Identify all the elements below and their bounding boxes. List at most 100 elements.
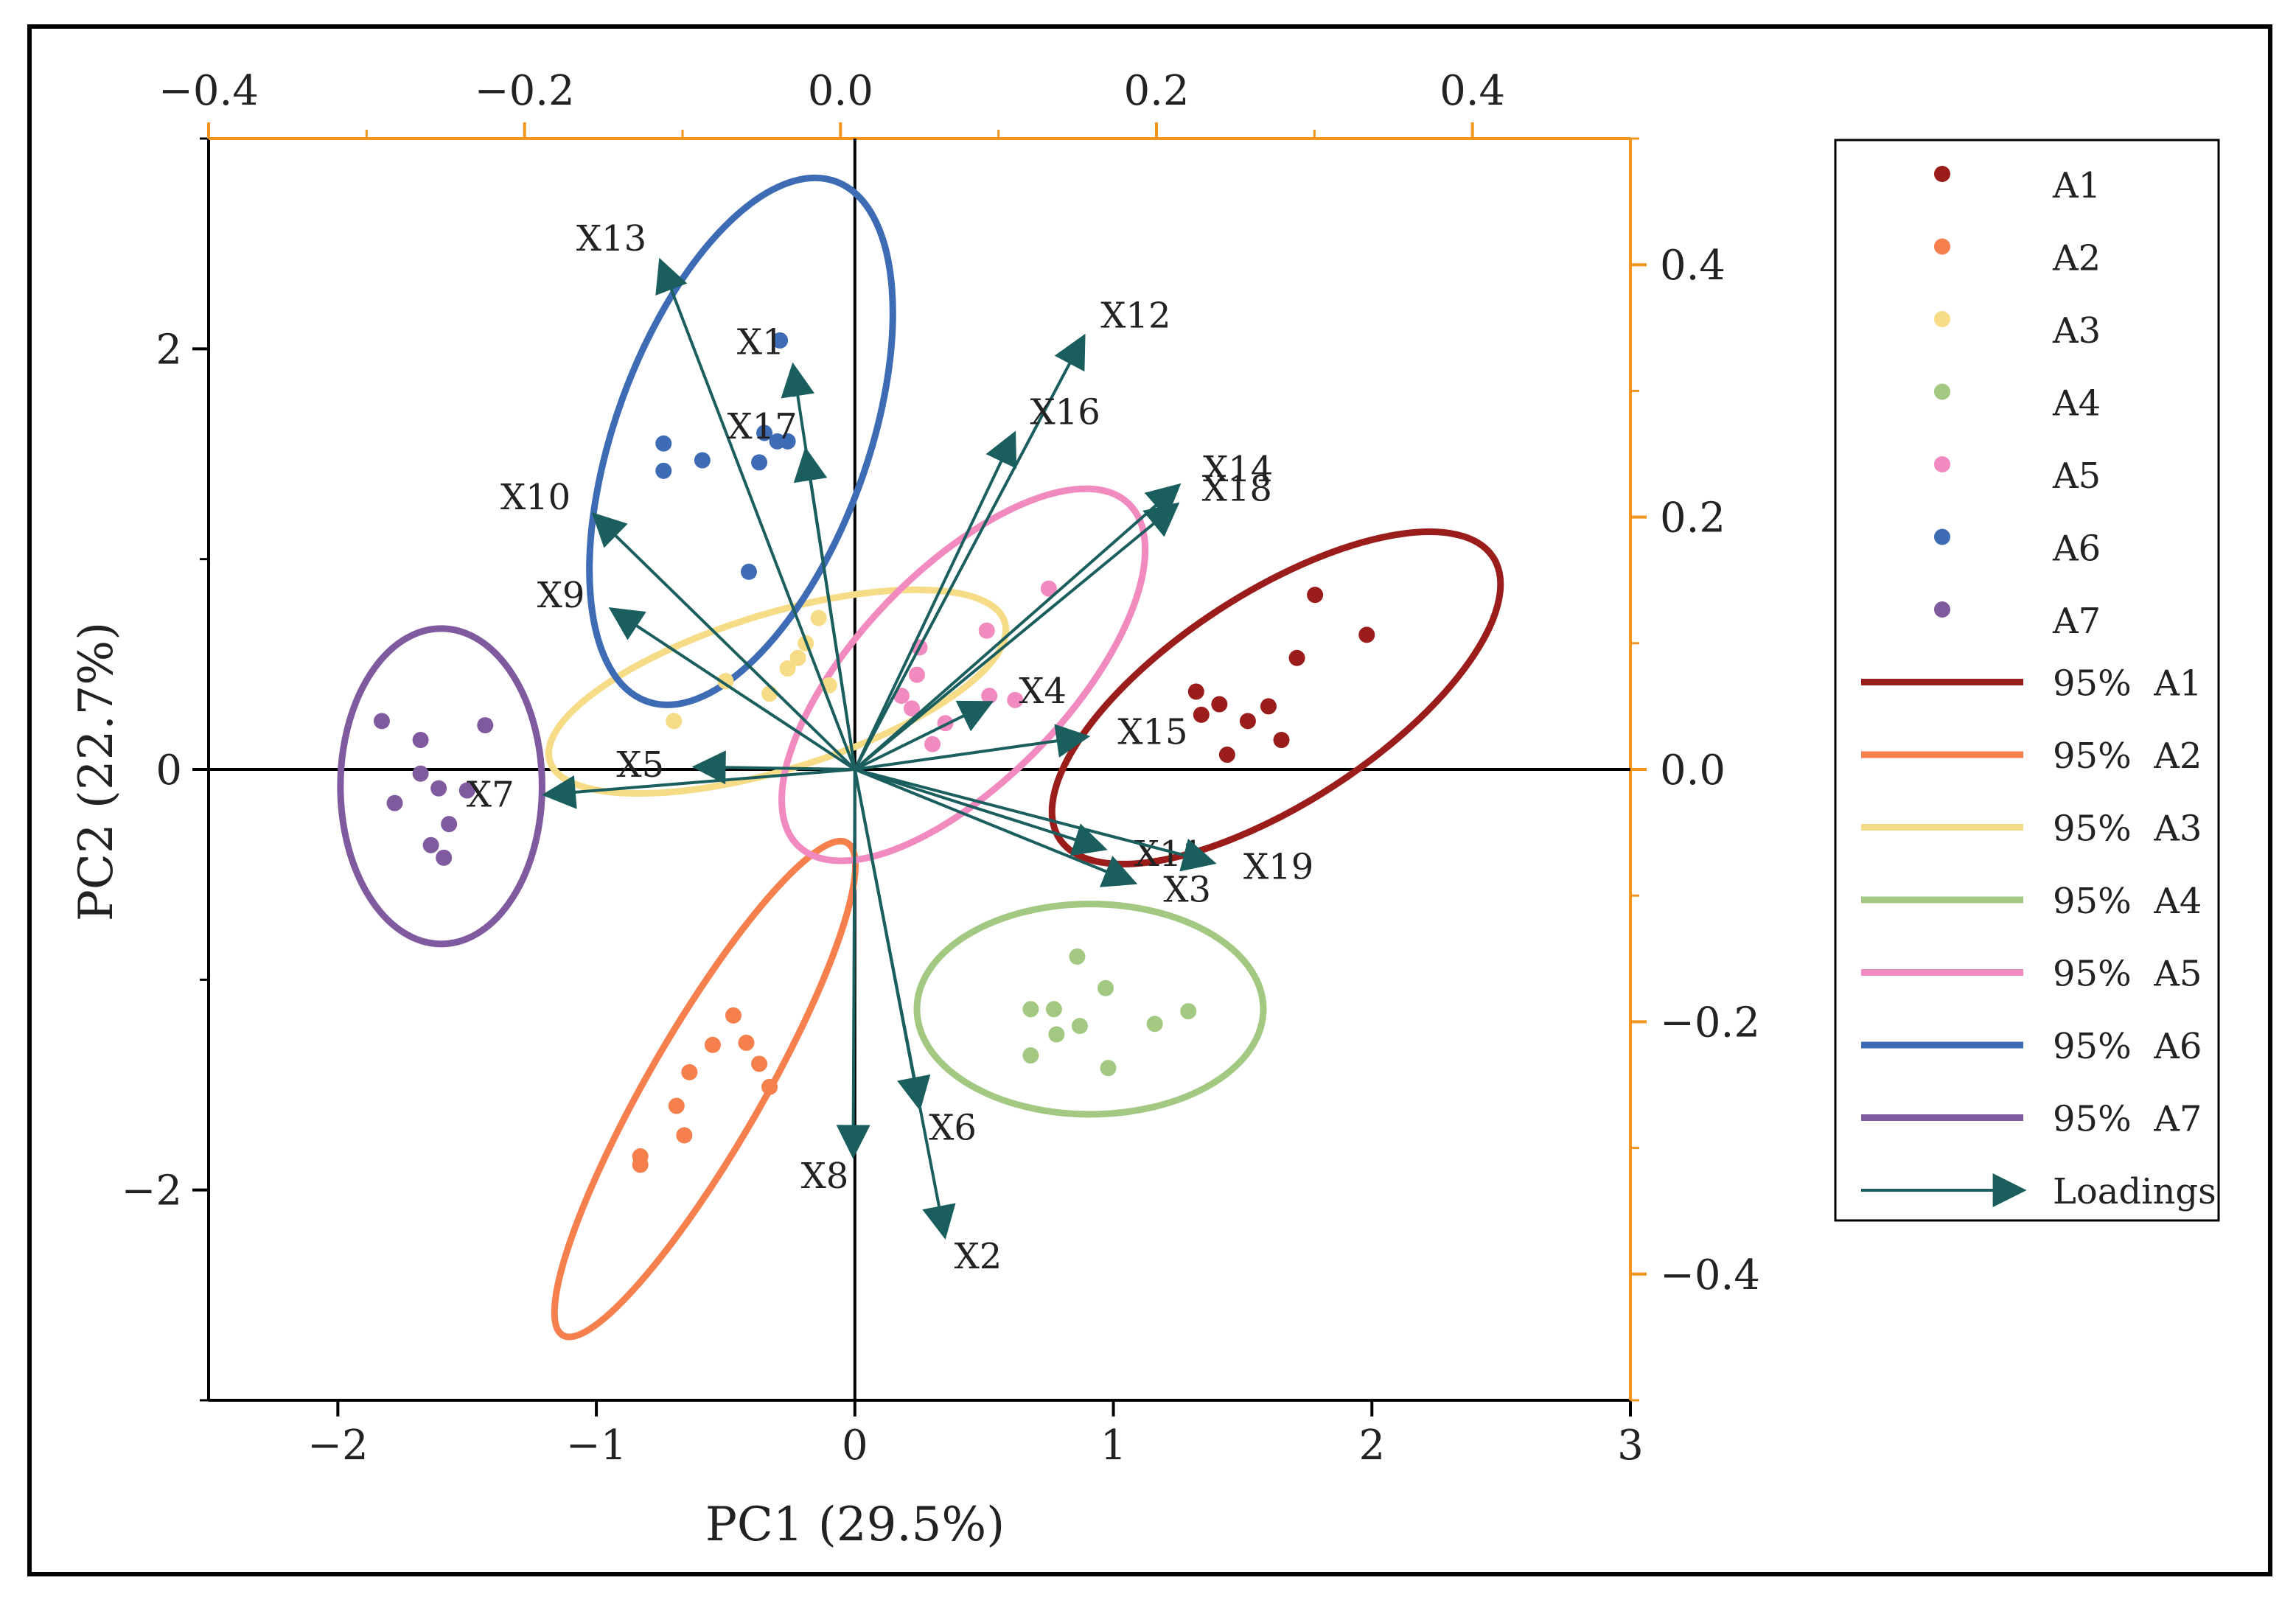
legend-item-95-a2-label: 95% A2 <box>2053 736 2202 777</box>
y2-tick-label: 0.2 <box>1660 495 1726 542</box>
data-point-a1 <box>1239 713 1256 730</box>
loading-label-x18: X18 <box>1202 468 1272 509</box>
data-point-a7 <box>422 836 439 853</box>
loading-label-x5: X5 <box>616 744 664 786</box>
loading-arrow-x10 <box>591 511 856 771</box>
x-tick-label: 0 <box>842 1422 868 1470</box>
loading-label-x2: X2 <box>955 1236 1002 1277</box>
loading-label-x10: X10 <box>500 477 570 518</box>
loading-label-x14: X14 <box>1203 449 1273 490</box>
data-point-a7 <box>412 765 429 782</box>
loading-arrow-x9 <box>608 607 856 771</box>
data-point-a4 <box>1180 1003 1197 1020</box>
data-point-a1 <box>1358 626 1375 643</box>
data-point-a6 <box>756 425 773 441</box>
legend-item-a3-marker <box>1934 311 1950 327</box>
loading-arrow-x16 <box>854 430 1017 770</box>
data-point-a4 <box>1100 1060 1117 1077</box>
confidence-ellipse-a4 <box>913 901 1267 1118</box>
data-point-a4 <box>1071 1018 1088 1035</box>
loading-label-x9: X9 <box>537 575 585 616</box>
data-point-a3 <box>666 713 683 730</box>
loading-arrow-x7 <box>541 768 855 809</box>
data-point-a7 <box>373 713 390 730</box>
data-point-a3 <box>789 649 806 666</box>
data-point-a4 <box>1045 1001 1062 1018</box>
legend-item-a2-label: A2 <box>2052 238 2101 279</box>
loading-label-x15: X15 <box>1117 711 1187 752</box>
legend-item-95-a4-label: 95% A4 <box>2053 881 2202 922</box>
data-point-a7 <box>458 782 475 799</box>
loading-label-x12: X12 <box>1100 295 1170 336</box>
data-point-a6 <box>772 332 789 349</box>
loading-arrow-x14 <box>854 483 1182 771</box>
data-point-a6 <box>655 462 672 479</box>
loading-arrow-x6 <box>853 769 931 1111</box>
loading-arrow-x17 <box>793 447 856 770</box>
data-point-a4 <box>1098 979 1114 996</box>
data-point-a2 <box>668 1097 685 1114</box>
data-point-a7 <box>430 780 447 797</box>
data-point-a6 <box>779 433 796 450</box>
loading-label-x3: X3 <box>1163 869 1211 910</box>
data-point-a7 <box>386 794 403 811</box>
data-point-a1 <box>1260 698 1277 715</box>
loading-arrow-x5 <box>691 750 855 785</box>
data-point-a2 <box>704 1036 721 1053</box>
data-point-a7 <box>441 816 458 833</box>
legend-item-95-a3-label: 95% A3 <box>2053 808 2202 850</box>
legend-item-95-a6-label: 95% A6 <box>2053 1026 2202 1067</box>
legend-item-a4-marker <box>1934 383 1950 400</box>
data-point-a1 <box>1307 587 1324 604</box>
confidence-ellipse-a3 <box>545 586 1010 797</box>
data-point-a1 <box>1273 732 1290 749</box>
loading-label-x4: X4 <box>1019 671 1067 712</box>
data-point-a1 <box>1218 747 1235 764</box>
x2-tick-label: 0.4 <box>1440 67 1505 115</box>
data-point-a5 <box>981 688 998 705</box>
legend-item-a1-label: A1 <box>2052 165 2101 206</box>
legend-item-95-a7-label: 95% A7 <box>2053 1099 2202 1140</box>
data-point-a6 <box>741 563 758 580</box>
data-point-a4 <box>1146 1016 1163 1033</box>
loading-label-x1: X1 <box>737 322 785 363</box>
y2-tick-label: 0.0 <box>1660 747 1726 794</box>
data-point-a7 <box>412 732 429 749</box>
x-tick-label: 3 <box>1617 1422 1644 1470</box>
legend-item-a7-label: A7 <box>2052 601 2101 642</box>
x-tick-label: 2 <box>1358 1422 1385 1470</box>
confidence-ellipse-a2 <box>551 837 859 1341</box>
x2-tick-label: 0.0 <box>808 67 873 115</box>
legend-item-a1-marker <box>1934 166 1950 182</box>
loading-arrow-x15 <box>854 724 1091 771</box>
loading-arrow-x4 <box>854 700 994 771</box>
confidence-ellipse-a1 <box>1048 528 1504 867</box>
legend-item-a4-label: A4 <box>2052 383 2101 425</box>
legend-item-95-a5-label: 95% A5 <box>2053 954 2202 995</box>
x-tick-label: −1 <box>566 1422 627 1470</box>
data-point-a1 <box>1193 706 1210 723</box>
legend-item-loadings-label: Loadings <box>2053 1171 2216 1212</box>
data-point-a2 <box>632 1156 649 1173</box>
data-point-a7 <box>436 849 453 866</box>
data-point-a5 <box>978 622 995 639</box>
loading-label-x8: X8 <box>801 1156 849 1197</box>
data-point-a5 <box>1007 691 1024 708</box>
legend-item-a3-label: A3 <box>2052 310 2101 352</box>
data-point-a5 <box>908 666 925 683</box>
loading-arrow-x18 <box>854 502 1180 771</box>
data-point-a5 <box>903 700 920 717</box>
data-point-a5 <box>1040 580 1057 597</box>
data-point-a1 <box>1288 649 1305 666</box>
x-axis-label: PC1 (29.5%) <box>705 1498 1005 1552</box>
data-point-a1 <box>1211 696 1228 713</box>
x2-tick-label: −0.2 <box>475 67 575 115</box>
loading-label-x19: X19 <box>1243 846 1313 887</box>
confidence-ellipse-a5 <box>778 485 1149 864</box>
loading-arrow-x13 <box>655 257 856 770</box>
data-point-a3 <box>810 609 827 626</box>
data-point-a2 <box>738 1034 755 1051</box>
data-point-a2 <box>761 1078 778 1095</box>
